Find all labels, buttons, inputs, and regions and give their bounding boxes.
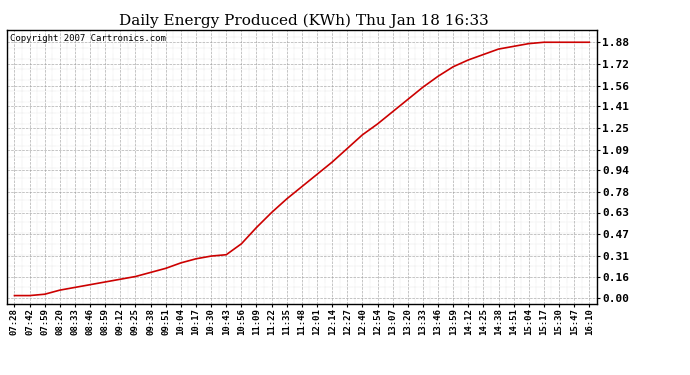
Text: Daily Energy Produced (KWh) Thu Jan 18 16:33: Daily Energy Produced (KWh) Thu Jan 18 1… xyxy=(119,13,489,27)
Text: Copyright 2007 Cartronics.com: Copyright 2007 Cartronics.com xyxy=(10,34,166,43)
